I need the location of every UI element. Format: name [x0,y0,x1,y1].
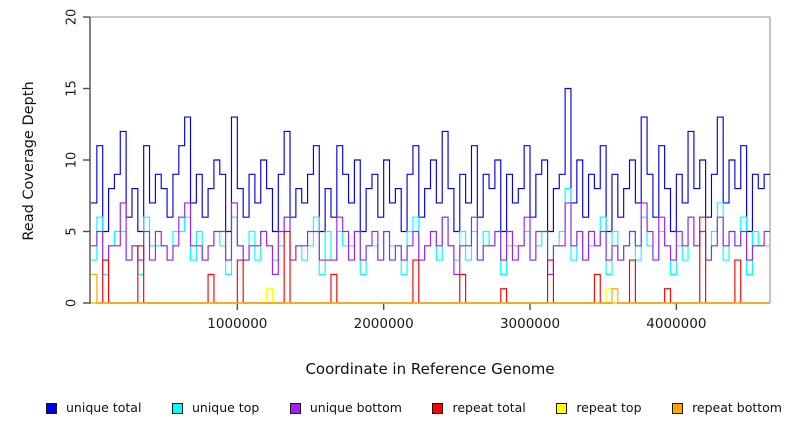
legend-label-repeat-top: repeat top [576,399,642,415]
legend-swatch-repeat-total [432,402,444,414]
y-tick-label: 5 [65,227,80,235]
x-tick-label: 3000000 [500,316,560,332]
legend-item-repeat-total: repeat total [432,399,526,415]
legend-swatch-unique-bottom [289,402,301,414]
series-line-repeat-top [91,288,770,304]
legend: unique total unique top unique bottom repea… [46,398,782,418]
series-line-unique-bottom [91,202,770,275]
y-axis-title: Read Coverage Depth [21,81,37,241]
y-tick-label: 15 [65,80,80,97]
legend-item-repeat-bottom: repeat bottom [672,399,782,415]
x-tick-label: 1000000 [207,316,267,332]
legend-label-repeat-total: repeat total [452,399,526,415]
legend-item-unique-bottom: unique bottom [289,399,402,415]
legend-swatch-repeat-bottom [672,402,684,414]
y-tick-label: 20 [65,9,80,26]
legend-item-repeat-top: repeat top [556,399,642,415]
y-tick-label: 0 [65,299,80,307]
legend-swatch-unique-total [46,402,57,414]
x-tick-label: 4000000 [646,316,706,332]
legend-swatch-unique-top [171,402,183,414]
legend-label-unique-top: unique top [191,399,260,415]
legend-swatch-repeat-top [556,402,568,414]
legend-label-repeat-bottom: repeat bottom [692,399,782,415]
legend-label-unique-total: unique total [66,399,142,415]
x-axis-title: Coordinate in Reference Genome [305,360,555,378]
plot-area: 0 5 10 15 20 1000000 2000000 3000000 4000000 [65,9,771,332]
y-tick-label: 10 [65,152,80,169]
legend-item-unique-total: unique total [46,399,142,415]
series-line-repeat-bottom [91,273,770,304]
legend-label-unique-bottom: unique bottom [309,399,402,415]
x-tick-label: 2000000 [354,316,414,332]
legend-item-unique-top: unique top [171,399,260,415]
series-line-unique-total [91,87,770,233]
